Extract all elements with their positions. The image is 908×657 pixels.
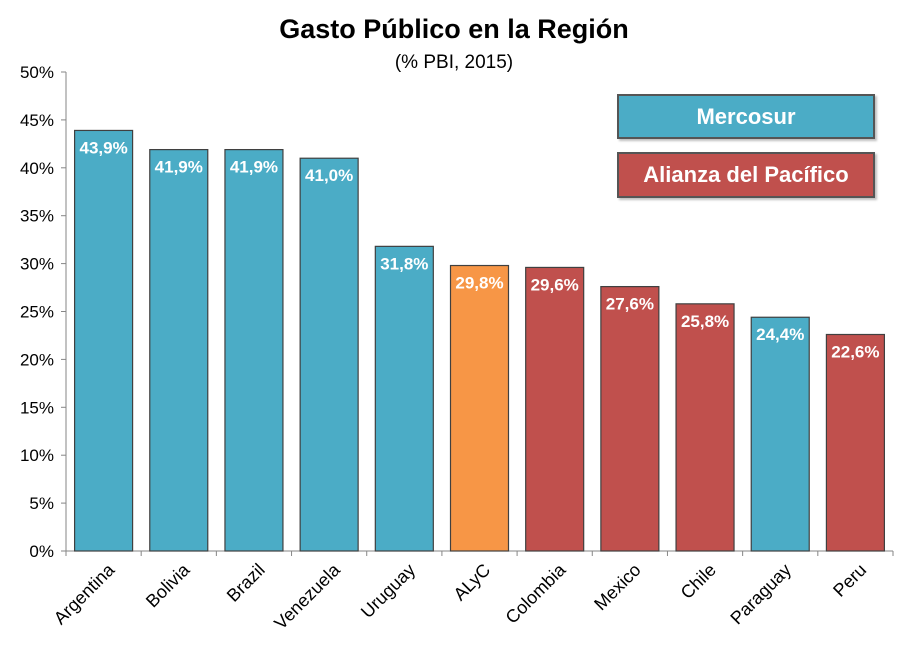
- bar-argentina: [73, 129, 134, 552]
- bar-bolivia: [149, 148, 209, 552]
- x-tick-label: Uruguay: [357, 560, 419, 622]
- x-tick-label: Argentina: [50, 559, 119, 628]
- x-tick-label: Paraguay: [726, 560, 795, 629]
- chart-title: Gasto Público en la Región: [279, 14, 629, 44]
- data-label: 25,8%: [681, 312, 729, 331]
- bar-alyc: [449, 264, 510, 552]
- data-label: 43,9%: [79, 138, 127, 157]
- y-tick-label: 10%: [20, 446, 54, 465]
- x-tick-label: Chile: [677, 560, 720, 603]
- y-tick-label: 25%: [20, 303, 54, 322]
- chart-subtitle: (% PBI, 2015): [394, 52, 514, 73]
- y-tick-label: 20%: [20, 350, 54, 369]
- x-tick-label: Peru: [829, 560, 870, 601]
- bar-colombia: [525, 266, 585, 552]
- bar-chile: [675, 303, 735, 552]
- y-tick-label: 35%: [20, 207, 54, 226]
- bar-brazil: [224, 148, 284, 552]
- x-tick-label: Bolivia: [142, 559, 194, 611]
- data-label: 24,4%: [756, 325, 804, 344]
- bar-mexico: [600, 285, 660, 552]
- legend-entry-mercosur: Mercosur: [617, 94, 875, 139]
- data-label: 41,9%: [155, 158, 203, 177]
- bar-paraguay: [750, 316, 810, 552]
- y-tick-label: 40%: [20, 159, 54, 178]
- x-tick-label: Venezuela: [270, 559, 344, 633]
- data-label: 29,8%: [455, 274, 503, 293]
- y-tick-label: 45%: [20, 111, 54, 130]
- x-tick-label: Colombia: [502, 559, 571, 628]
- legend-entry-alianza: Alianza del Pacífico: [617, 152, 875, 198]
- y-tick-label: 5%: [29, 494, 54, 513]
- bar-venezuela: [299, 157, 359, 552]
- data-label: 31,8%: [380, 254, 428, 273]
- bar-peru: [825, 333, 886, 552]
- data-label: 29,6%: [531, 275, 579, 294]
- y-tick-label: 30%: [20, 255, 54, 274]
- y-tick-label: 50%: [20, 63, 54, 82]
- x-tick-label: Brazil: [223, 560, 269, 606]
- x-tick-label: ALyC: [450, 560, 495, 605]
- data-label: 27,6%: [606, 295, 654, 314]
- y-tick-label: 15%: [20, 398, 54, 417]
- data-label: 41,9%: [230, 158, 278, 177]
- bar-uruguay: [374, 245, 434, 552]
- y-tick-label: 0%: [29, 542, 54, 561]
- x-tick-label: Mexico: [590, 560, 644, 614]
- data-label: 22,6%: [831, 342, 879, 361]
- data-label: 41,0%: [305, 166, 353, 185]
